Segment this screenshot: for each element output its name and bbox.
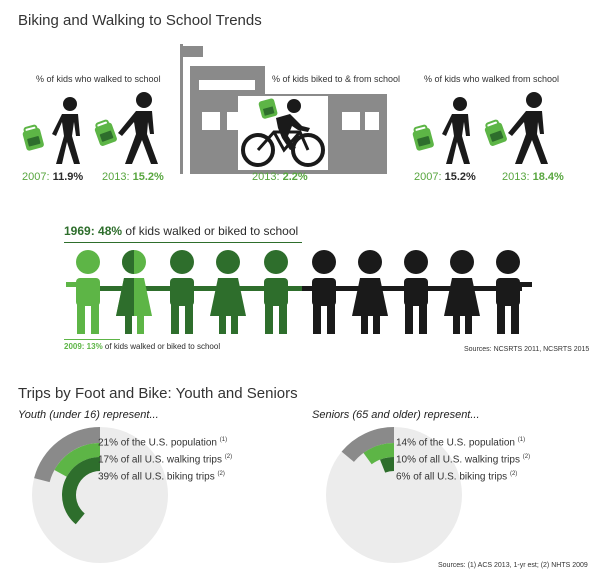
rule-2009 <box>64 339 120 340</box>
seniors-label: Seniors (65 and older) represent... <box>312 409 480 421</box>
sources-top: Sources: NCSRTS 2011, NCSRTS 2015 <box>464 346 590 353</box>
radial-bar-2 <box>363 443 394 465</box>
rule-1969 <box>64 242 302 243</box>
radial-bar-1 <box>34 427 100 483</box>
walking-kid-icon <box>94 92 158 164</box>
radial-bar-1 <box>341 427 394 462</box>
stat-2009: 2009: 13% of kids walked or biked to sch… <box>64 342 221 351</box>
walked-from-2013: 2013: 18.4% <box>502 171 564 183</box>
trips-title: Trips by Foot and Bike: Youth and Senior… <box>18 385 298 402</box>
seniors-stat-2: 10% of all U.S. walking trips (2) <box>396 454 531 466</box>
person-icon-light-green <box>66 250 100 334</box>
walking-kid-icon <box>412 97 470 164</box>
youth-radial-chart <box>32 427 168 563</box>
youth-stat-1: 21% of the U.S. population (1) <box>98 437 228 449</box>
person-icon-black <box>352 250 388 334</box>
person-icon-dark-green <box>170 250 194 334</box>
radial-bar-2 <box>54 443 100 477</box>
person-icon-black <box>444 250 480 334</box>
walked-to-2013: 2013: 15.2% <box>102 171 164 183</box>
walked-to-2007: 2007: 11.9% <box>22 171 84 183</box>
youth-stat-2: 17% of all U.S. walking trips (2) <box>98 454 233 466</box>
sources-bottom: Sources: (1) ACS 2013, 1-yr est; (2) NHT… <box>438 562 588 569</box>
person-icon-black <box>404 250 428 334</box>
backpack-icon <box>258 98 278 119</box>
people-row <box>66 250 532 334</box>
backpack-icon <box>22 124 44 151</box>
bicycle-rider-icon <box>238 96 328 170</box>
person-icon-half-green <box>116 250 152 334</box>
biked-2013: 2013: 2.2% <box>252 171 308 183</box>
seniors-stat-3: 6% of all U.S. biking trips (2) <box>396 471 518 483</box>
seniors-radial-chart <box>326 427 462 563</box>
seniors-stat-1: 14% of the U.S. population (1) <box>396 437 526 449</box>
walked-from-2007: 2007: 15.2% <box>414 171 476 183</box>
walking-kid-icon <box>484 92 548 164</box>
biked-label: % of kids biked to & from school <box>270 74 403 84</box>
stat-1969: 1969: 48% of kids walked or biked to sch… <box>64 224 299 238</box>
person-icon-dark-green <box>264 250 288 334</box>
radial-bar-3 <box>62 457 100 525</box>
backpack-icon <box>484 119 507 146</box>
youth-label: Youth (under 16) represent... <box>18 409 159 421</box>
radial-bar-3 <box>380 457 394 473</box>
walked-to-label: % of kids who walked to school <box>36 74 161 84</box>
page-title: Biking and Walking to School Trends <box>18 12 262 29</box>
person-icon-black <box>312 250 336 334</box>
backpack-icon <box>412 124 434 151</box>
person-icon-dark-green <box>210 250 246 334</box>
backpack-icon <box>94 119 117 146</box>
walking-kid-icon <box>22 97 80 164</box>
walked-from-label: % of kids who walked from school <box>424 74 560 84</box>
youth-stat-3: 39% of all U.S. biking trips (2) <box>98 471 225 483</box>
person-icon-black <box>496 250 532 334</box>
